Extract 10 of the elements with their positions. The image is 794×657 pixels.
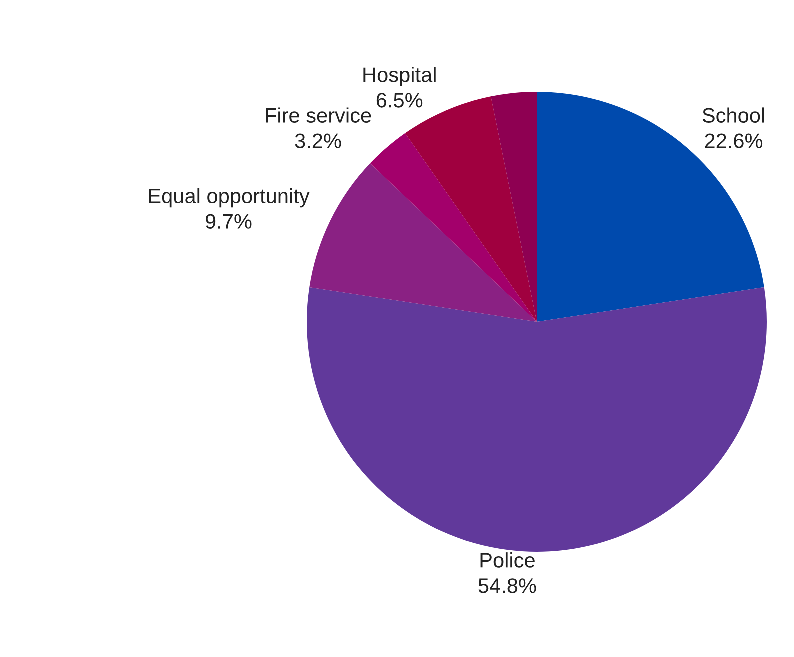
- slice-label: Equal opportunity: [149, 188, 310, 208]
- data-label: 54.8%: [478, 578, 536, 594]
- data-label: 9.7%: [206, 214, 252, 230]
- slice-label: School: [702, 108, 764, 123]
- data-label: 3.2%: [295, 134, 342, 148]
- slice-label: Hospital: [364, 67, 436, 86]
- slice-label: Fire service: [266, 108, 372, 123]
- slice-label: Police: [480, 552, 535, 568]
- data-label: 6.5%: [376, 93, 423, 108]
- data-label: 22.6%: [705, 134, 763, 148]
